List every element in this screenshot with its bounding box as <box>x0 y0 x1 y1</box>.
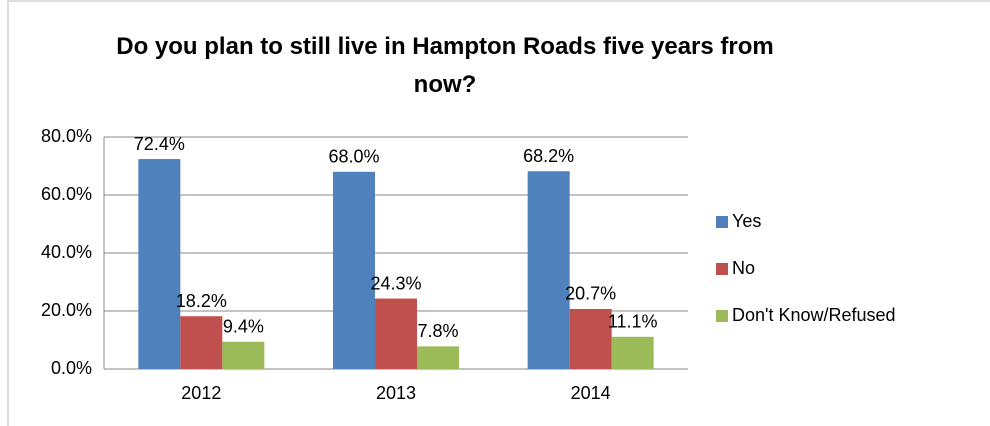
bar <box>333 171 375 369</box>
bar <box>611 336 654 369</box>
y-tick-label: 0.0% <box>51 358 92 378</box>
x-tick-label: 2013 <box>376 383 416 403</box>
value-label: 9.4% <box>223 316 264 336</box>
chart-border <box>7 0 990 426</box>
y-tick-label: 40.0% <box>41 242 92 262</box>
legend-swatch <box>716 310 728 322</box>
bar <box>569 308 612 369</box>
x-tick-label: 2014 <box>571 383 611 403</box>
legend-swatch <box>716 263 728 275</box>
value-label: 11.1% <box>608 312 658 332</box>
bar <box>417 346 459 369</box>
y-tick-label: 80.0% <box>41 126 92 146</box>
legend-label: No <box>732 258 755 278</box>
bar <box>527 171 570 369</box>
value-label: 18.2% <box>176 291 227 311</box>
bar <box>138 159 181 369</box>
legend-swatch <box>716 216 728 228</box>
bar <box>222 341 265 369</box>
y-tick-label: 20.0% <box>41 300 92 320</box>
value-label: 7.8% <box>417 321 458 341</box>
x-tick-label: 2012 <box>181 383 221 403</box>
bar <box>375 298 417 369</box>
legend-label: Don't Know/Refused <box>732 305 896 325</box>
y-tick-label: 60.0% <box>41 184 92 204</box>
value-label: 68.0% <box>328 147 379 167</box>
bar <box>180 316 223 369</box>
value-label: 72.4% <box>134 134 185 154</box>
value-label: 20.7% <box>565 284 616 304</box>
chart-title: Do you plan to still live in Hampton Roa… <box>116 33 774 98</box>
legend-label: Yes <box>732 211 761 231</box>
value-label: 68.2% <box>523 146 574 166</box>
value-label: 24.3% <box>370 273 421 293</box>
